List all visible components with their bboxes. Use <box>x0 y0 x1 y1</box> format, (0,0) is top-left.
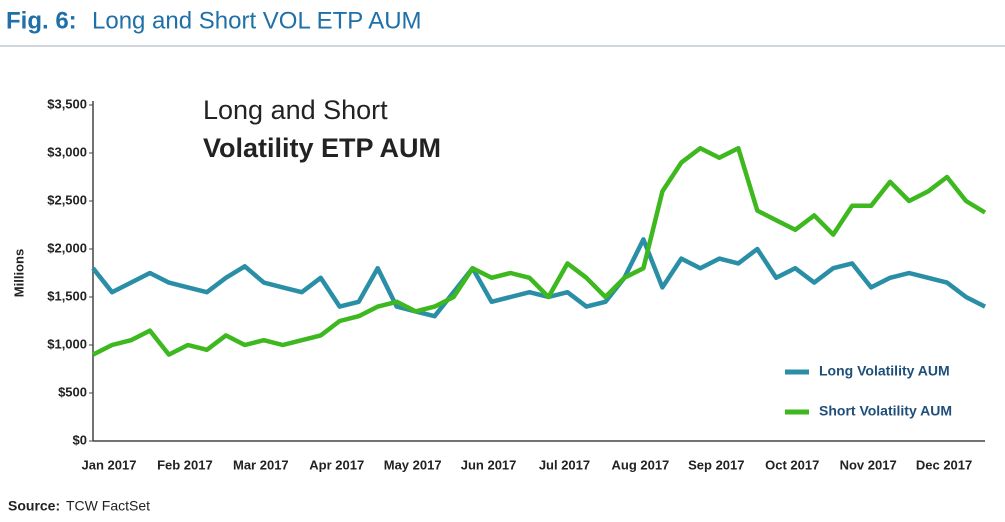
inner-title: Volatility ETP AUM <box>203 133 441 163</box>
y-axis-label: Millions <box>11 249 26 297</box>
chart-title: Long and Short VOL ETP AUM <box>92 7 422 34</box>
source-label: Source: <box>8 498 60 514</box>
x-tick-label: Mar 2017 <box>233 457 289 472</box>
y-tick-label: $2,000 <box>47 240 87 255</box>
legend-label: Short Volatility AUM <box>819 403 952 419</box>
x-tick-label: Sep 2017 <box>688 457 744 472</box>
series-line <box>91 237 987 319</box>
x-tick-label: Dec 2017 <box>916 457 972 472</box>
y-tick-label: $3,000 <box>47 144 87 159</box>
x-tick-label: Oct 2017 <box>765 457 819 472</box>
y-tick-label: $1,000 <box>47 336 87 351</box>
inner-title: Long and Short <box>203 95 388 125</box>
x-tick-label: Feb 2017 <box>157 457 213 472</box>
legend-label: Long Volatility AUM <box>819 363 950 379</box>
x-tick-label: Nov 2017 <box>840 457 897 472</box>
y-tick-label: $3,500 <box>47 96 87 111</box>
y-tick-label: $2,500 <box>47 192 87 207</box>
series-line <box>91 145 987 357</box>
y-tick-label: $0 <box>73 432 87 447</box>
y-tick-label: $500 <box>58 384 87 399</box>
figure-label: Fig. 6: <box>6 7 77 34</box>
x-tick-label: Jan 2017 <box>82 457 137 472</box>
x-tick-label: Apr 2017 <box>309 457 364 472</box>
x-tick-label: Jun 2017 <box>461 457 517 472</box>
x-tick-label: May 2017 <box>384 457 442 472</box>
y-tick-label: $1,500 <box>47 288 87 303</box>
source: TCW FactSet <box>66 498 150 514</box>
x-tick-label: Aug 2017 <box>611 457 669 472</box>
x-tick-label: Jul 2017 <box>539 457 590 472</box>
